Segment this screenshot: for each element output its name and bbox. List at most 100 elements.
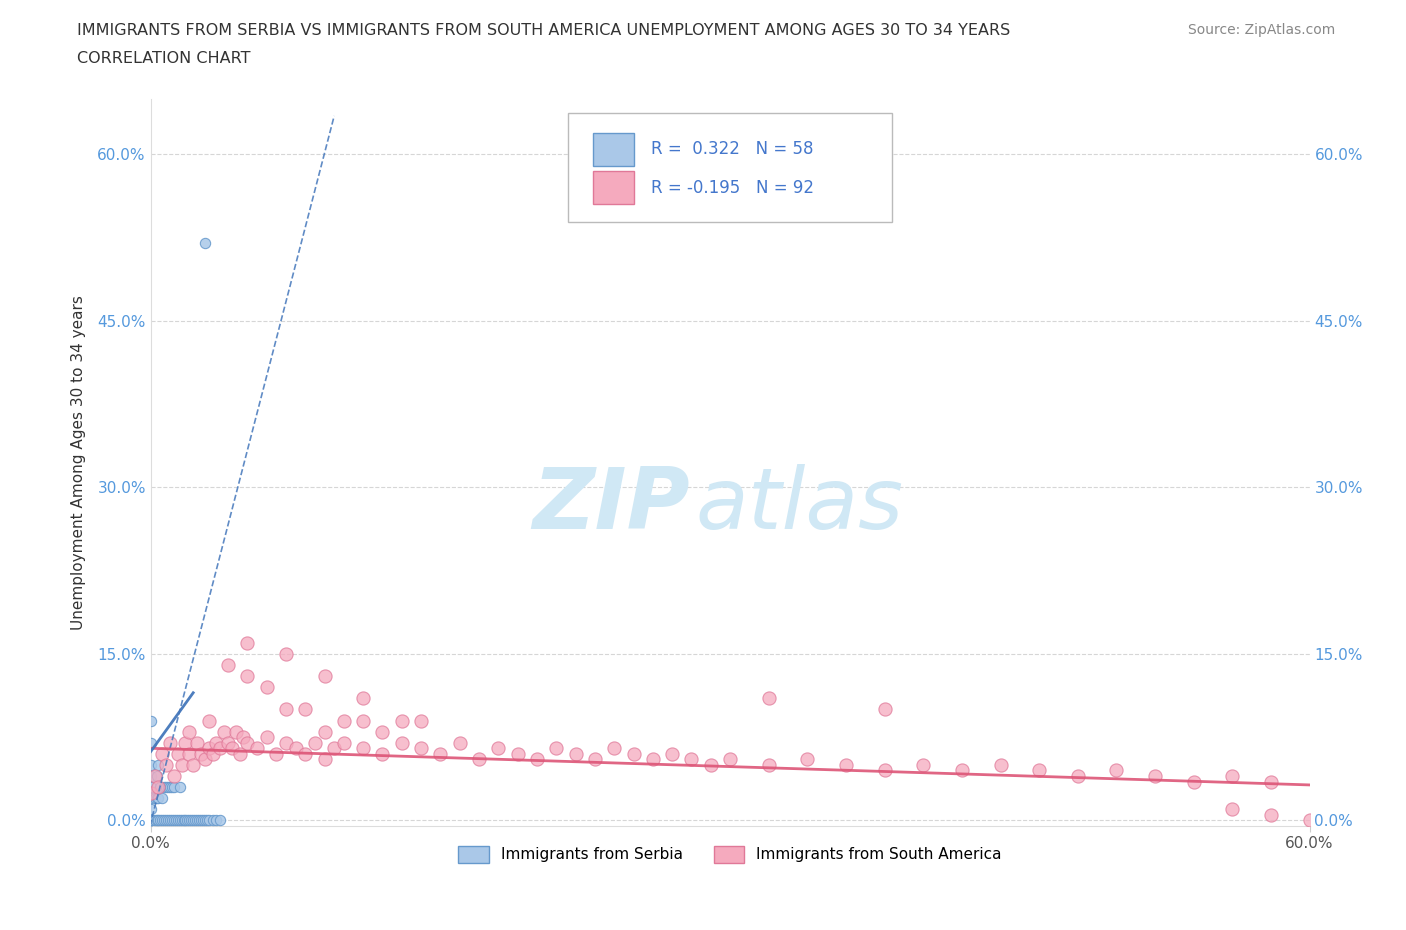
Text: Source: ZipAtlas.com: Source: ZipAtlas.com xyxy=(1188,23,1336,37)
Point xyxy=(176,813,198,828)
Point xyxy=(391,713,413,728)
Point xyxy=(139,790,162,805)
Point xyxy=(990,758,1012,773)
Point xyxy=(170,813,193,828)
Point xyxy=(139,785,162,800)
Point xyxy=(150,790,173,805)
Point xyxy=(150,813,173,828)
Point xyxy=(323,741,346,756)
Point xyxy=(174,813,197,828)
Point xyxy=(148,779,170,794)
Point xyxy=(228,747,250,762)
Y-axis label: Unemployment Among Ages 30 to 34 years: Unemployment Among Ages 30 to 34 years xyxy=(72,295,86,630)
Point xyxy=(758,691,780,706)
Point xyxy=(1067,768,1090,783)
Point xyxy=(294,702,316,717)
Point xyxy=(314,724,336,739)
Point xyxy=(205,813,228,828)
Point xyxy=(429,747,451,762)
Point xyxy=(1143,768,1166,783)
Point xyxy=(159,813,181,828)
Point xyxy=(179,813,201,828)
Point xyxy=(148,758,170,773)
Point xyxy=(718,752,741,767)
Point xyxy=(153,813,176,828)
Point xyxy=(165,813,187,828)
Point xyxy=(217,736,239,751)
Point xyxy=(160,813,183,828)
Point xyxy=(274,702,297,717)
Point xyxy=(486,741,509,756)
Point xyxy=(163,768,186,783)
FancyBboxPatch shape xyxy=(593,171,634,205)
FancyBboxPatch shape xyxy=(568,113,893,222)
Point xyxy=(159,779,181,794)
Point xyxy=(194,813,217,828)
Point xyxy=(143,768,166,783)
Point xyxy=(641,752,664,767)
Point xyxy=(391,736,413,751)
Point xyxy=(205,736,228,751)
Point xyxy=(236,669,259,684)
Point xyxy=(157,813,180,828)
Point xyxy=(950,763,973,777)
Point xyxy=(526,752,548,767)
Point xyxy=(1260,807,1282,822)
Point xyxy=(155,813,177,828)
Point xyxy=(284,741,307,756)
Point xyxy=(139,813,162,828)
Point xyxy=(352,691,374,706)
Point xyxy=(1260,774,1282,789)
Text: IMMIGRANTS FROM SERBIA VS IMMIGRANTS FROM SOUTH AMERICA UNEMPLOYMENT AMONG AGES : IMMIGRANTS FROM SERBIA VS IMMIGRANTS FRO… xyxy=(77,23,1011,38)
Point xyxy=(179,747,201,762)
Point xyxy=(209,741,232,756)
Point xyxy=(546,741,568,756)
Point xyxy=(166,813,188,828)
Point xyxy=(873,763,896,777)
Point xyxy=(181,813,204,828)
Point xyxy=(174,736,197,751)
Point xyxy=(186,736,208,751)
Point xyxy=(232,730,254,745)
Point xyxy=(236,635,259,650)
Point xyxy=(1298,813,1320,828)
Point xyxy=(139,813,162,828)
Point xyxy=(139,802,162,817)
Point xyxy=(1028,763,1050,777)
Point xyxy=(139,813,162,828)
Point xyxy=(264,747,287,762)
Text: R =  0.322   N = 58: R = 0.322 N = 58 xyxy=(651,140,814,158)
Point xyxy=(194,752,217,767)
FancyBboxPatch shape xyxy=(593,133,634,166)
Point xyxy=(186,813,208,828)
Point xyxy=(155,779,177,794)
Point xyxy=(564,747,586,762)
Point xyxy=(236,736,259,751)
Point xyxy=(191,813,214,828)
Point xyxy=(160,779,183,794)
Point xyxy=(143,813,166,828)
Point xyxy=(623,747,645,762)
Point xyxy=(173,813,195,828)
Point xyxy=(1220,768,1243,783)
Point xyxy=(150,747,173,762)
Point xyxy=(139,758,162,773)
Point xyxy=(352,741,374,756)
Text: R = -0.195   N = 92: R = -0.195 N = 92 xyxy=(651,179,814,197)
Point xyxy=(159,736,181,751)
Point xyxy=(221,741,243,756)
Point xyxy=(153,779,176,794)
Point xyxy=(197,713,219,728)
Point xyxy=(468,752,491,767)
Point xyxy=(181,758,204,773)
Point xyxy=(180,813,202,828)
Point xyxy=(145,768,167,783)
Point xyxy=(145,790,167,805)
Point xyxy=(170,758,193,773)
Point xyxy=(835,758,858,773)
Point xyxy=(1220,802,1243,817)
Point xyxy=(163,813,186,828)
Point xyxy=(179,724,201,739)
Point xyxy=(314,752,336,767)
Point xyxy=(1105,763,1128,777)
